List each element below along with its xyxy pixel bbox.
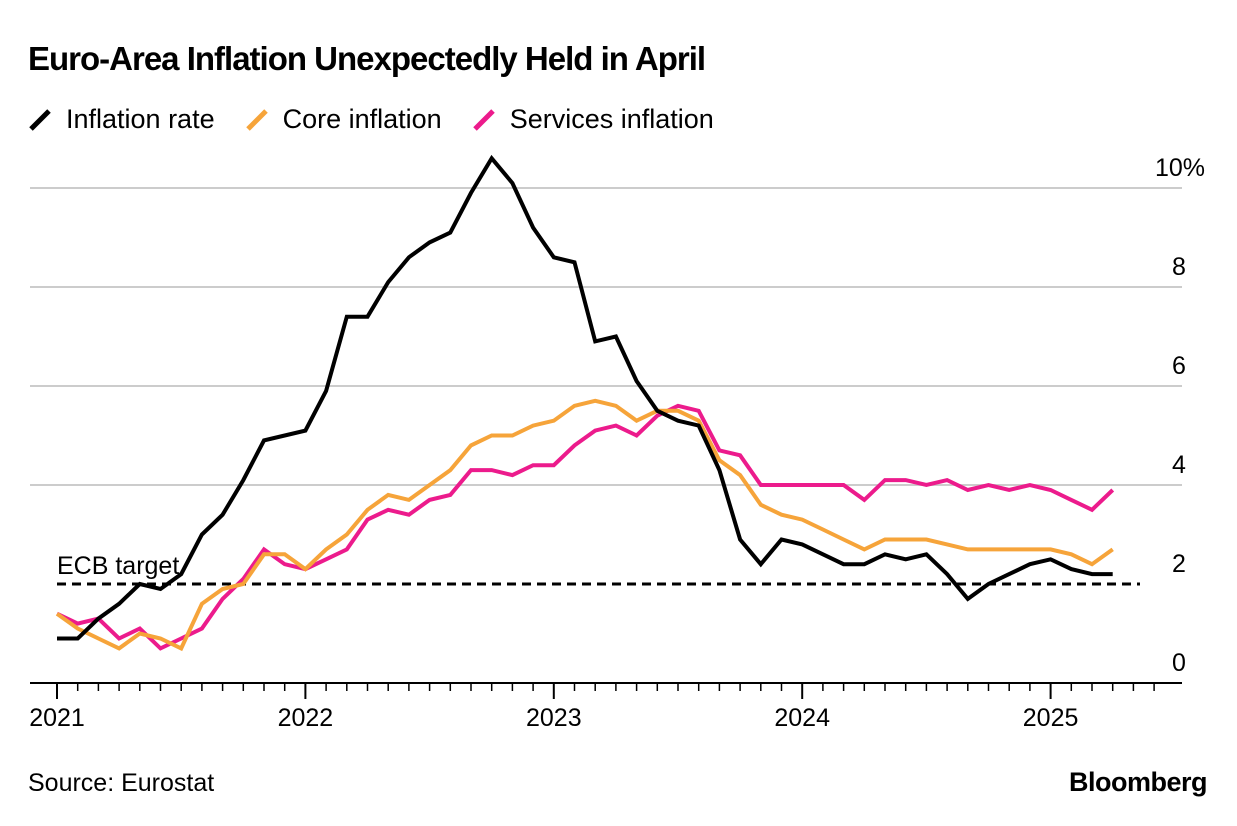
y-tick-label-4: 4 [1172,451,1186,479]
series-line-core [55,398,1114,652]
legend: Inflation rate Core inflation Services i… [28,104,744,135]
legend-swatch-core [245,108,268,131]
legend-swatch-services [472,108,495,131]
legend-label-core: Core inflation [282,104,442,134]
y-tick-label-0: 0 [1172,649,1186,677]
x-tick-label-2024: 2024 [774,704,830,732]
x-tick-label-2021: 2021 [29,704,85,732]
x-tick-label-2022: 2022 [278,704,334,732]
y-tick-label-6: 6 [1172,352,1186,380]
series-line-inflation [57,154,1113,641]
series-line-services [56,403,1115,651]
x-tick-label-2025: 2025 [1023,704,1079,732]
y-tick-label-10: 10% [1155,154,1205,182]
legend-label-inflation: Inflation rate [66,104,215,134]
ecb-target-label: ECB target [57,552,179,580]
legend-item-inflation: Inflation rate [28,104,215,135]
legend-label-services: Services inflation [509,104,714,134]
legend-item-services: Services inflation [472,104,714,135]
y-tick-label-8: 8 [1172,253,1186,281]
legend-swatch-inflation [29,108,51,131]
x-tick-label-2023: 2023 [526,704,582,732]
bloomberg-logo: Bloomberg [1068,767,1208,797]
legend-item-core: Core inflation [245,104,442,135]
chart-title: Euro-Area Inflation Unexpectedly Held in… [28,40,706,77]
source-note: Source: Eurostat [28,769,215,797]
y-tick-label-2: 2 [1172,550,1186,578]
